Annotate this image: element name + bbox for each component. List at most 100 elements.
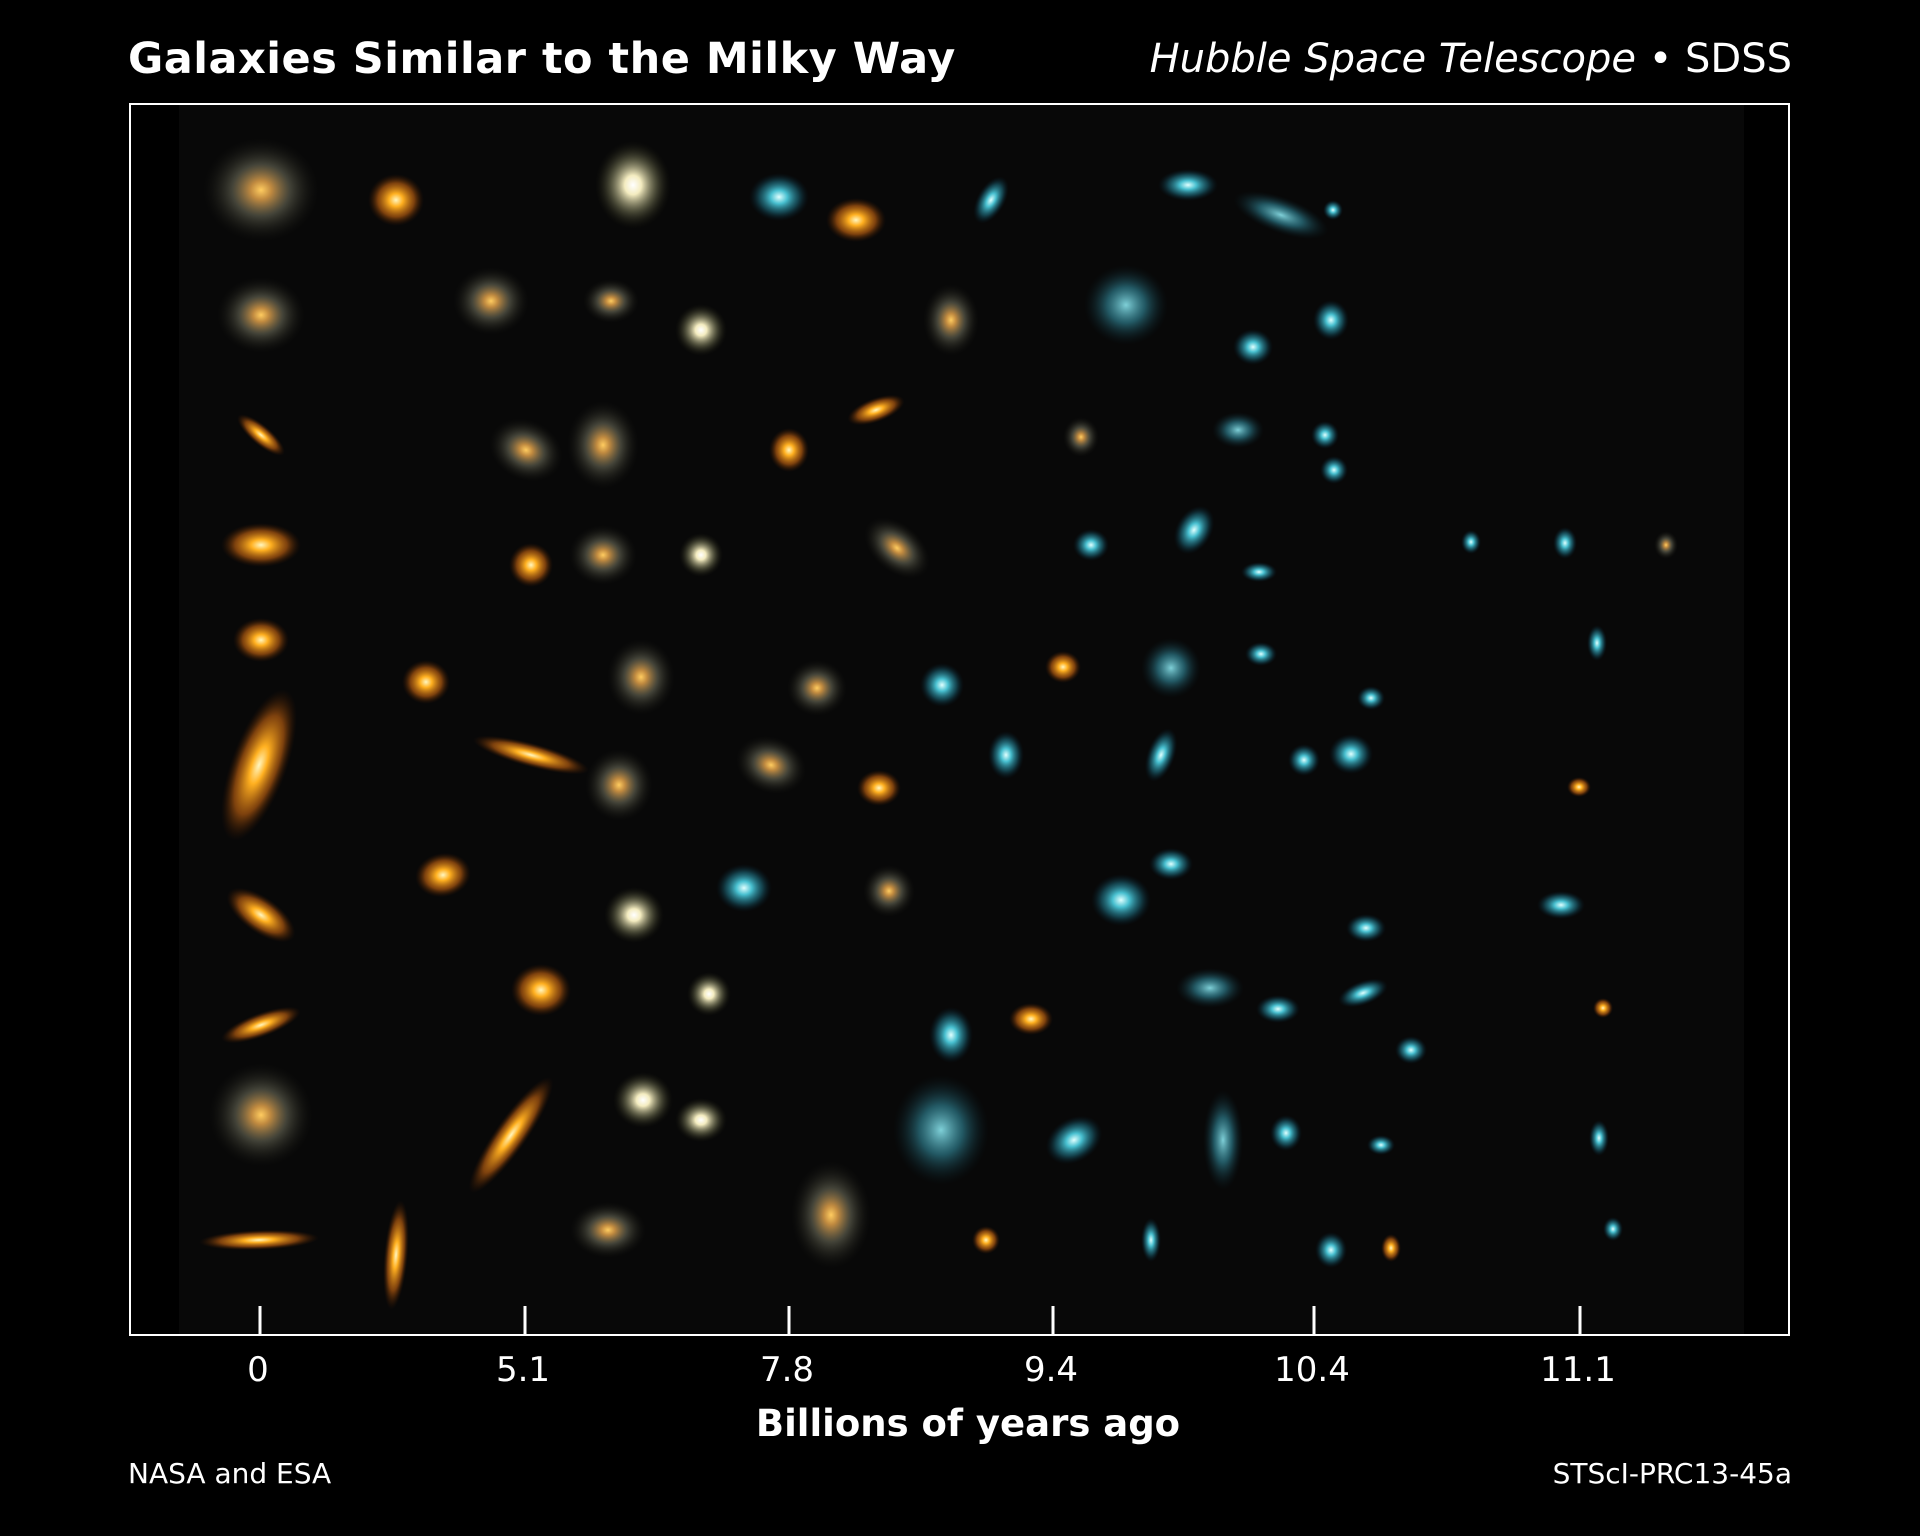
galaxy-22 <box>583 279 639 323</box>
galaxy-65 <box>1233 329 1273 365</box>
galaxy-33 <box>687 972 731 1016</box>
tick-label-11-1: 11.1 <box>1540 1350 1616 1390</box>
galaxy-12 <box>402 660 450 704</box>
galaxy-90 <box>1567 777 1591 797</box>
galaxy-94 <box>1603 1217 1623 1241</box>
galaxy-52 <box>972 1226 1000 1254</box>
galaxy-10 <box>199 1229 319 1251</box>
galaxy-49 <box>929 1007 973 1063</box>
galaxy-4 <box>221 523 301 567</box>
galaxy-35 <box>826 198 886 242</box>
galaxy-13 <box>415 852 471 898</box>
galaxy-69 <box>1245 642 1277 666</box>
galaxy-92 <box>1593 998 1613 1018</box>
tick-label-5-1: 5.1 <box>495 1350 551 1390</box>
galaxy-mosaic <box>199 138 1678 1310</box>
galaxy-46 <box>923 284 979 356</box>
galaxy-8 <box>221 1006 301 1044</box>
galaxy-57 <box>1091 874 1151 926</box>
galaxy-37 <box>847 394 905 426</box>
galaxy-17 <box>509 543 553 587</box>
galaxy-93 <box>1589 1120 1609 1156</box>
galaxy-32 <box>679 533 723 577</box>
galaxy-18 <box>472 735 590 775</box>
galaxy-91 <box>1537 891 1585 919</box>
galaxy-3 <box>237 414 285 456</box>
axis-ticks <box>258 1306 1582 1334</box>
galaxy-62 <box>1149 848 1193 880</box>
galaxy-27 <box>604 887 664 943</box>
galaxy-25 <box>607 639 675 715</box>
galaxy-87 <box>1461 530 1481 554</box>
source-survey: SDSS <box>1685 36 1792 82</box>
galaxy-40 <box>735 735 807 795</box>
galaxy-48 <box>988 731 1024 779</box>
tick-label-0: 0 <box>247 1350 269 1390</box>
galaxy-60 <box>1144 728 1178 782</box>
galaxy-36 <box>769 428 809 472</box>
galaxy-75 <box>1323 200 1343 220</box>
galaxy-43 <box>863 865 915 917</box>
galaxy-image-frame <box>129 103 1790 1336</box>
galaxy-59 <box>1141 638 1201 698</box>
galaxy-88 <box>1553 527 1577 559</box>
galaxy-2 <box>217 277 305 353</box>
galaxy-26 <box>585 749 653 821</box>
galaxy-19 <box>511 964 571 1016</box>
galaxy-29 <box>570 1202 646 1258</box>
galaxy-15 <box>453 267 529 335</box>
galaxy-field <box>131 105 1788 1334</box>
galaxy-31 <box>675 304 727 356</box>
tick-label-10-4: 10.4 <box>1274 1350 1350 1390</box>
galaxy-16 <box>489 418 563 482</box>
source-telescope: Hubble Space Telescope <box>1149 36 1636 82</box>
galaxy-9 <box>209 1063 313 1167</box>
x-axis-title: Billions of years ago <box>755 1402 1181 1445</box>
galaxy-78 <box>1320 456 1348 484</box>
galaxy-50 <box>1009 1003 1053 1035</box>
galaxy-63 <box>1158 169 1218 201</box>
credit-release-id: STScI-PRC13-45a <box>1552 1457 1792 1490</box>
galaxy-55 <box>1073 529 1109 561</box>
galaxy-79 <box>1357 686 1385 710</box>
galaxy-82 <box>1338 978 1388 1008</box>
galaxy-45 <box>973 176 1009 224</box>
galaxy-66 <box>1212 412 1264 448</box>
image-source: Hubble Space Telescope • SDSS <box>1150 36 1792 82</box>
galaxy-47 <box>920 663 964 707</box>
galaxy-56 <box>1045 651 1081 683</box>
galaxy-34 <box>749 173 809 221</box>
galaxy-81 <box>1346 914 1386 942</box>
galaxy-14 <box>383 1200 409 1310</box>
galaxy-84 <box>1381 1234 1401 1262</box>
galaxy-77 <box>1311 421 1339 449</box>
galaxy-86 <box>1367 1135 1395 1155</box>
galaxy-23 <box>567 401 639 489</box>
galaxy-7 <box>226 887 296 943</box>
galaxy-61 <box>1141 1218 1161 1262</box>
galaxy-71 <box>1176 968 1244 1008</box>
figure-title: Galaxies Similar to the Milky Way <box>128 34 956 84</box>
galaxy-20 <box>468 1076 554 1194</box>
galaxy-6 <box>221 689 297 841</box>
galaxy-30 <box>675 1098 727 1142</box>
credit-agencies: NASA and ESA <box>128 1457 332 1490</box>
galaxy-41 <box>857 770 901 806</box>
galaxy-44 <box>791 1161 871 1269</box>
galaxy-70 <box>1288 744 1320 776</box>
galaxy-80 <box>1329 734 1373 774</box>
galaxy-54 <box>1063 417 1099 457</box>
galaxy-67 <box>1173 505 1215 555</box>
galaxy-76 <box>1313 300 1349 340</box>
galaxy-28 <box>613 1072 673 1128</box>
galaxy-53 <box>1084 265 1168 345</box>
galaxy-85 <box>1395 1036 1427 1064</box>
galaxy-58 <box>1045 1115 1103 1165</box>
galaxy-42 <box>716 864 772 912</box>
galaxy-83 <box>1315 1232 1347 1268</box>
galaxy-64 <box>1233 190 1329 240</box>
galaxy-74 <box>1270 1115 1302 1151</box>
galaxy-68 <box>1241 562 1277 582</box>
galaxy-5 <box>233 618 289 662</box>
galaxy-24 <box>569 525 637 585</box>
